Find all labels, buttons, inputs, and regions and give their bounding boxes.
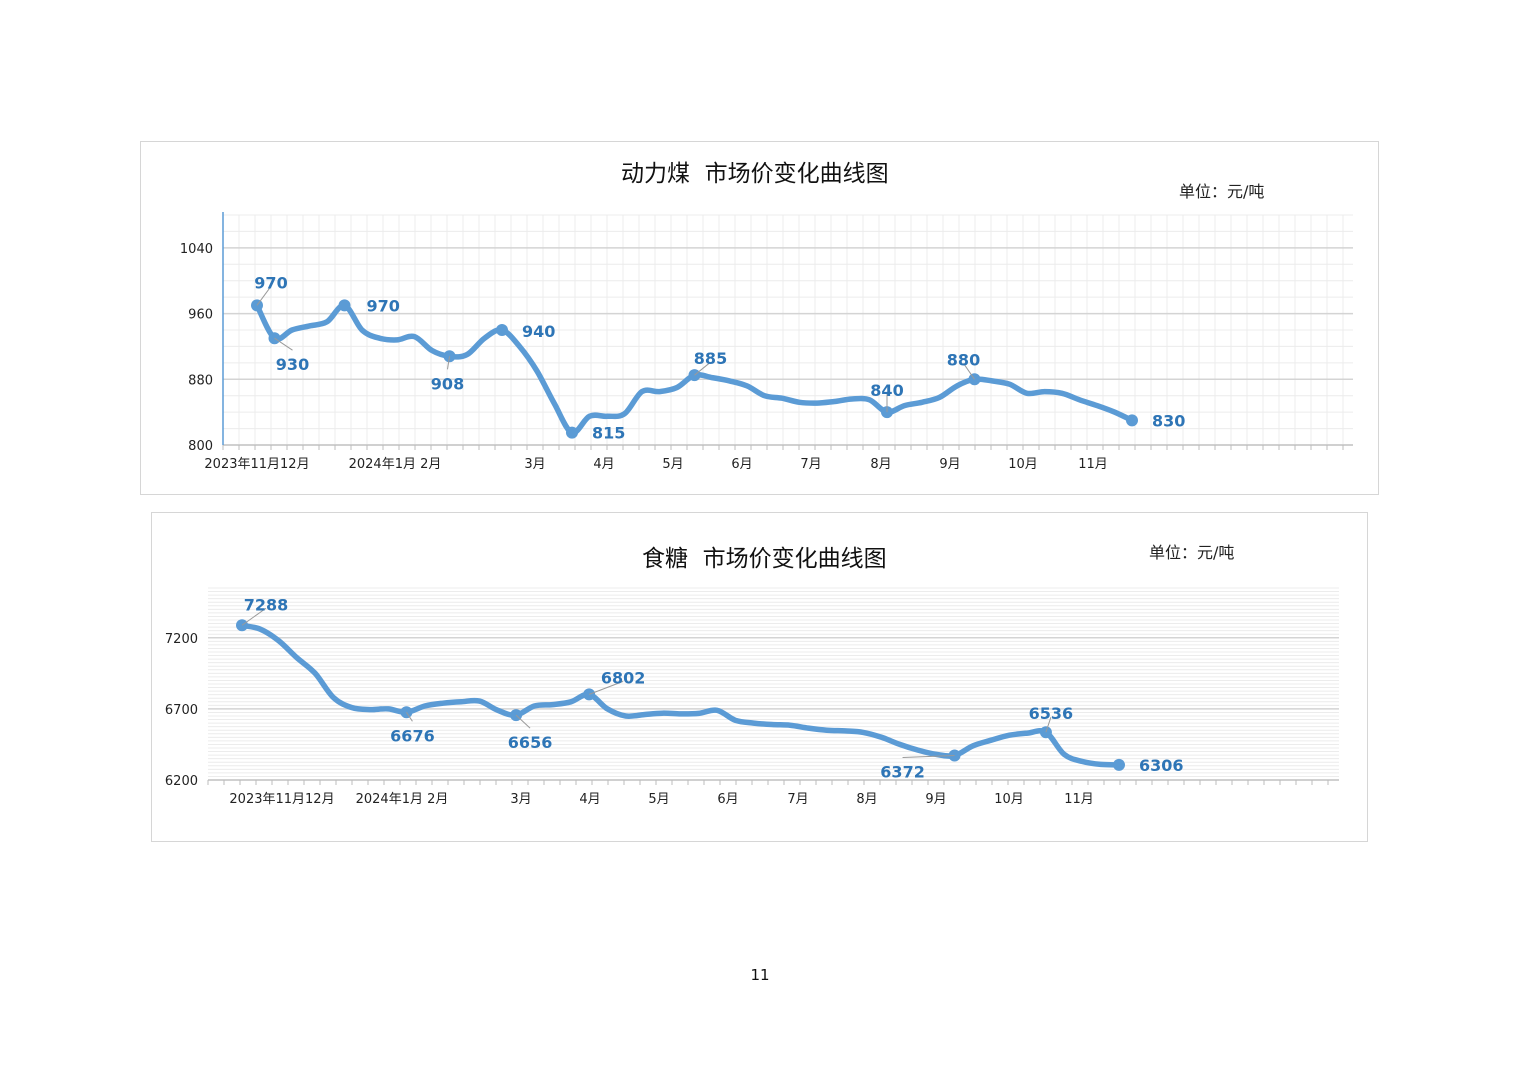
y-tick-label: 6200	[165, 774, 198, 789]
sugar-price-line-chart: 6200 6700 7200 2023年11月12月 2024年1月 2月 3月 4月 5月 6…	[165, 587, 1339, 807]
data-label: 930	[276, 355, 309, 374]
data-label: 908	[431, 374, 464, 393]
chart-title: 食糖 市场价变化曲线图	[642, 546, 887, 572]
data-label: 6656	[508, 733, 553, 752]
label-leader	[515, 714, 531, 729]
data-point	[496, 324, 508, 336]
page-number: 11	[750, 966, 770, 984]
label-leader	[963, 363, 975, 380]
data-label: 880	[947, 350, 980, 369]
x-tick-label: 8月	[870, 457, 891, 472]
x-tick-label: 4月	[593, 457, 614, 472]
x-tick-label: 6月	[717, 792, 738, 807]
label-leader	[1045, 717, 1052, 733]
x-tick-label: 2023年11月12月	[204, 457, 309, 472]
label-leader	[447, 356, 450, 370]
label-leader	[902, 755, 955, 759]
data-point	[443, 350, 456, 363]
data-label: 830	[1152, 411, 1185, 430]
data-label: 815	[592, 424, 625, 443]
label-leader	[256, 286, 272, 306]
series-line	[254, 302, 1135, 436]
x-tick-label: 6月	[731, 457, 752, 472]
data-label: 6372	[880, 763, 925, 782]
coal-price-chart-panel: 动力煤 市场价变化曲线图 单位：元/吨 800 880 960 1040 2023年11…	[140, 141, 1379, 495]
data-label: 940	[522, 322, 555, 341]
y-tick-label: 1040	[180, 242, 213, 257]
x-tick-label: 8月	[856, 792, 877, 807]
x-tick-label: 9月	[939, 457, 960, 472]
chart-title: 动力煤 市场价变化曲线图	[621, 161, 889, 187]
x-tick-label: 2023年11月12月	[229, 792, 334, 807]
x-tick-label: 10月	[994, 792, 1024, 807]
data-label: 970	[254, 273, 287, 292]
label-leader	[588, 680, 624, 695]
y-tick-label: 800	[188, 439, 213, 454]
sugar-price-chart-panel: 食糖 市场价变化曲线图 单位：元/吨 6200 6700 7200 2023年11月1…	[151, 512, 1368, 842]
label-leader	[694, 361, 711, 376]
x-tick-label: 10月	[1008, 457, 1038, 472]
x-tick-label: 7月	[787, 792, 808, 807]
x-tick-label: 5月	[662, 457, 683, 472]
data-label: 6536	[1029, 704, 1074, 723]
unit-label: 单位：元/吨	[1179, 182, 1265, 201]
data-label: 6802	[601, 668, 646, 687]
data-label: 970	[367, 296, 400, 315]
data-label: 7288	[244, 595, 289, 614]
data-label: 840	[870, 381, 903, 400]
data-label: 885	[694, 349, 727, 368]
x-tick-label: 9月	[925, 792, 946, 807]
data-label: 6306	[1139, 756, 1184, 775]
x-tick-label: 2024年1月 2月	[349, 457, 442, 472]
x-tick-label: 11月	[1064, 792, 1094, 807]
y-tick-label: 960	[188, 308, 213, 323]
x-tick-label: 3月	[524, 457, 545, 472]
y-tick-label: 6700	[165, 703, 198, 718]
coal-price-line-chart: 800 880 960 1040 2023年11月12月 2024年1月 2月 3月 4月 5月…	[180, 212, 1353, 472]
gridlines	[208, 587, 1339, 781]
x-tick-label: 3月	[510, 792, 531, 807]
data-point	[338, 299, 351, 312]
y-tick-label: 880	[188, 373, 213, 388]
x-tick-label: 7月	[800, 457, 821, 472]
data-point	[688, 369, 701, 382]
label-leader	[406, 712, 413, 722]
x-tick-label: 2024年1月 2月	[356, 792, 449, 807]
gridlines	[223, 214, 1353, 446]
x-tick-label: 4月	[579, 792, 600, 807]
label-leader	[241, 607, 267, 626]
x-tick-label: 5月	[648, 792, 669, 807]
data-point	[1113, 758, 1125, 771]
data-label: 6676	[390, 726, 435, 745]
data-point	[1126, 414, 1138, 427]
series-line	[239, 622, 1122, 768]
label-leader	[274, 337, 293, 351]
unit-label: 单位：元/吨	[1149, 543, 1235, 562]
x-tick-label: 11月	[1078, 457, 1108, 472]
data-point	[566, 426, 578, 439]
y-tick-label: 7200	[165, 632, 198, 647]
